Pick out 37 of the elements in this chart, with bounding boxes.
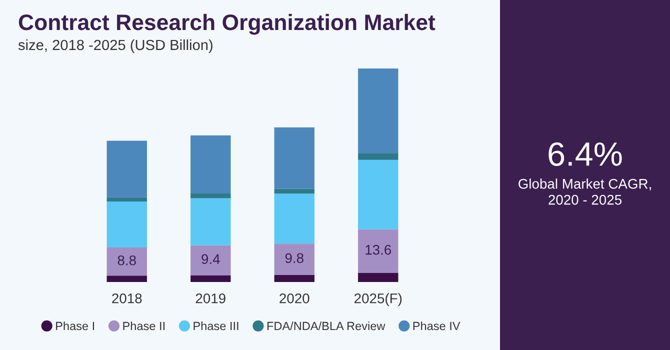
bar bbox=[358, 229, 398, 273]
bar bbox=[358, 160, 398, 230]
legend-label: Phase III bbox=[194, 321, 238, 330]
bar bbox=[274, 193, 314, 244]
bar bbox=[274, 244, 314, 275]
x-tick-label: 2018 bbox=[112, 293, 142, 304]
x-tick-label: 2020 bbox=[280, 293, 310, 304]
bar bbox=[190, 245, 231, 276]
bar bbox=[190, 275, 231, 282]
bar bbox=[190, 198, 231, 246]
legend-label: Phase I bbox=[56, 321, 94, 330]
bar bbox=[358, 68, 398, 154]
bar bbox=[274, 127, 314, 189]
bar bbox=[274, 274, 314, 282]
data-label: 9.4 bbox=[202, 254, 220, 264]
legend-label: FDA/NDA/BLA Review bbox=[267, 321, 386, 330]
bar bbox=[274, 188, 314, 194]
legend-label: Phase II bbox=[123, 321, 164, 330]
data-label: 13.6 bbox=[366, 244, 392, 255]
chart-title: Contract Research Organization Market bbox=[18, 14, 436, 35]
bar bbox=[358, 154, 398, 160]
legend-label: Phase IV bbox=[413, 321, 460, 330]
x-tick-label: 2025(F) bbox=[354, 293, 402, 306]
bar bbox=[106, 201, 147, 248]
x-tick-label: 2019 bbox=[196, 293, 226, 304]
data-label: 8.8 bbox=[118, 255, 136, 266]
bar bbox=[106, 140, 147, 198]
bar bbox=[190, 135, 231, 194]
chart-subtitle: size, 2018 -2025 (USD Billion) bbox=[18, 39, 212, 54]
bar bbox=[106, 247, 147, 276]
bar bbox=[190, 193, 231, 198]
bar bbox=[106, 197, 147, 202]
bar bbox=[106, 276, 147, 282]
text: Global Market CAGR, 2020 - 2025 bbox=[518, 178, 651, 205]
data-label: 9.8 bbox=[285, 253, 304, 264]
text: 6.4% bbox=[548, 142, 622, 166]
bar bbox=[358, 272, 398, 282]
